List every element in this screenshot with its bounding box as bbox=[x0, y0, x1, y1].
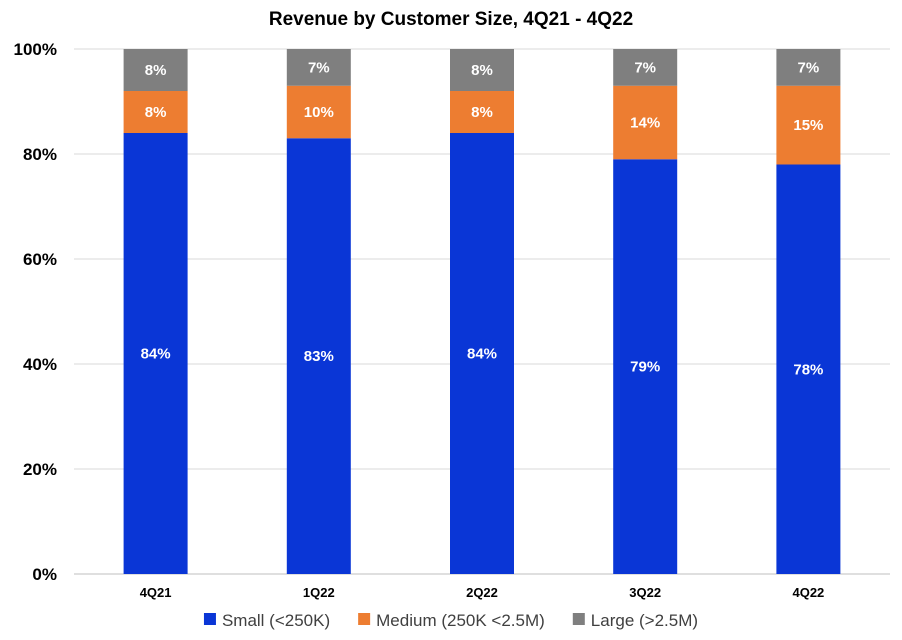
bar-segment bbox=[613, 159, 678, 574]
x-tick-label: 2Q22 bbox=[466, 585, 498, 600]
data-label: 79% bbox=[630, 359, 660, 376]
data-label: 7% bbox=[634, 59, 656, 76]
data-label: 84% bbox=[467, 346, 497, 363]
y-tick-label: 0% bbox=[32, 565, 57, 584]
data-label: 14% bbox=[630, 115, 660, 132]
bar-segment bbox=[286, 49, 351, 86]
bar-segment bbox=[776, 85, 841, 165]
x-tick-label: 3Q22 bbox=[629, 585, 661, 600]
y-tick-label: 40% bbox=[23, 355, 57, 374]
data-label: 7% bbox=[798, 59, 820, 76]
y-tick-label: 80% bbox=[23, 145, 57, 164]
bar-segment bbox=[450, 91, 514, 133]
bar-segment bbox=[450, 49, 514, 91]
bars bbox=[123, 49, 841, 574]
y-axis: 0% 20% 40% 60% 80% 100% bbox=[14, 40, 57, 584]
bar-segment bbox=[286, 85, 351, 139]
legend-label: Medium (250K <2.5M) bbox=[376, 611, 545, 630]
data-labels: 84% 8% 8% 83% 10% 7% 84% 8% 8% 79% 14% 7% 78% 15% 7% bbox=[141, 59, 824, 378]
legend-marker bbox=[203, 613, 216, 625]
bar-segment bbox=[613, 49, 678, 86]
bar-segment bbox=[450, 133, 514, 574]
data-label: 7% bbox=[308, 59, 330, 76]
x-tick-label: 4Q22 bbox=[792, 585, 824, 600]
y-tick-label: 60% bbox=[23, 250, 57, 269]
data-label: 8% bbox=[145, 104, 167, 121]
x-axis: 4Q21 1Q22 2Q22 3Q22 4Q22 bbox=[140, 585, 825, 600]
data-label: 10% bbox=[304, 104, 334, 121]
data-label: 8% bbox=[471, 62, 493, 79]
y-tick-label: 100% bbox=[14, 40, 57, 59]
bar-segment bbox=[123, 49, 188, 91]
data-label: 83% bbox=[304, 348, 334, 365]
legend: Small (<250K) Medium (250K <2.5M) Large (>… bbox=[203, 611, 698, 630]
data-label: 8% bbox=[471, 104, 493, 121]
bar-segment bbox=[776, 49, 841, 86]
bar-segment bbox=[776, 164, 841, 574]
bar-segment bbox=[123, 91, 188, 133]
data-label: 84% bbox=[141, 346, 171, 363]
legend-marker bbox=[358, 613, 371, 625]
data-label: 78% bbox=[793, 361, 823, 378]
x-tick-label: 4Q21 bbox=[140, 585, 172, 600]
chart-title: Revenue by Customer Size, 4Q21 - 4Q22 bbox=[269, 9, 633, 30]
x-tick-label: 1Q22 bbox=[303, 585, 335, 600]
data-label: 15% bbox=[793, 117, 823, 134]
bar-segment bbox=[286, 138, 351, 574]
legend-label: Large (>2.5M) bbox=[591, 611, 698, 630]
bar-segment bbox=[613, 85, 678, 160]
legend-marker bbox=[572, 613, 585, 625]
legend-label: Small (<250K) bbox=[222, 611, 330, 630]
y-tick-label: 20% bbox=[23, 460, 57, 479]
bar-segment bbox=[123, 133, 188, 574]
data-label: 8% bbox=[145, 62, 167, 79]
